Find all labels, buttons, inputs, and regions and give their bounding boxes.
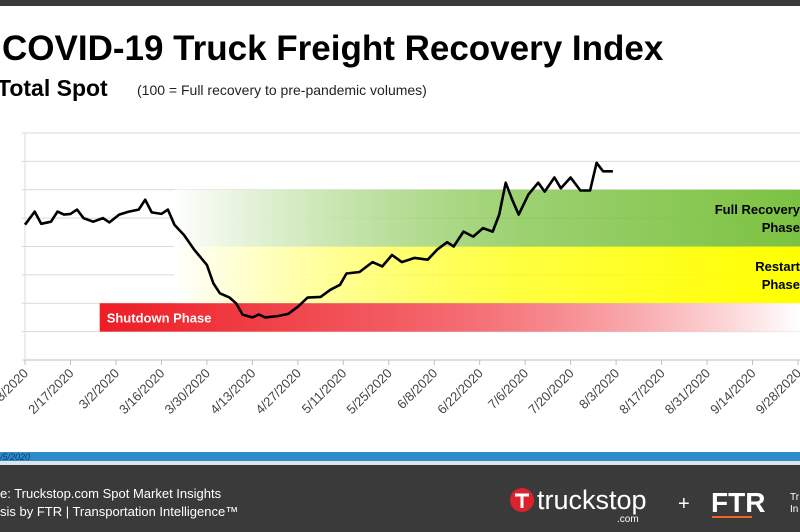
plus-sign: + xyxy=(678,493,690,515)
truckstop-icon-mark xyxy=(515,493,529,508)
band-label: Shutdown Phase xyxy=(107,310,212,325)
band-label: Restart xyxy=(755,259,800,274)
truckstop-logo: truckstop xyxy=(537,485,647,515)
phase-band xyxy=(174,246,800,304)
source-text: e: Truckstop.com Spot Market Insights xyxy=(0,486,222,501)
phase-band xyxy=(174,189,800,247)
data-line xyxy=(23,161,613,319)
x-tick-label: 7/6/2020 xyxy=(485,366,531,412)
truckstop-sub: .com xyxy=(617,514,639,525)
date-text: /5/2020 xyxy=(0,452,30,462)
x-tick-label: 2/17/2020 xyxy=(25,366,77,418)
x-tick-label: 6/8/2020 xyxy=(394,366,440,412)
chart-subtitle: Total Spot xyxy=(0,75,108,101)
top-bar xyxy=(0,0,800,6)
x-tick-label: 3/30/2020 xyxy=(161,366,213,418)
x-tick-label: 4/27/2020 xyxy=(252,366,304,418)
x-tick-label: 9/14/2020 xyxy=(707,366,759,418)
analysis-text: sis by FTR | Transportation Intelligence… xyxy=(0,504,238,519)
footer xyxy=(0,465,800,532)
x-tick-label: 5/25/2020 xyxy=(343,366,395,418)
date-strip xyxy=(0,452,800,461)
ftr-logo: FTR xyxy=(711,487,765,518)
x-tick-label: 7/20/2020 xyxy=(525,366,577,418)
chart-title: COVID-19 Truck Freight Recovery Index xyxy=(2,29,664,68)
x-tick-label: 8/3/2020 xyxy=(576,366,622,412)
x-tick-label: 3/16/2020 xyxy=(116,366,168,418)
x-tick-label: 6/22/2020 xyxy=(434,366,486,418)
date-strip-light xyxy=(0,461,800,465)
x-tick-label: 9/28/2020 xyxy=(753,366,800,418)
band-label: Phase xyxy=(762,277,800,292)
phase-band xyxy=(99,303,800,332)
chart-note: (100 = Full recovery to pre-pandemic vol… xyxy=(137,82,427,98)
band-label: Full Recovery xyxy=(715,202,800,217)
ftr-underline xyxy=(712,516,752,518)
plot: Full Recovery Phase Restart Phase Shutdown P… xyxy=(0,132,800,418)
band-label: Phase xyxy=(762,220,800,235)
x-tick-label: 4/13/2020 xyxy=(207,366,259,418)
x-tick-label: 8/17/2020 xyxy=(616,366,668,418)
ftr-side-2: In xyxy=(790,504,798,515)
x-tick-label: 5/11/2020 xyxy=(299,366,350,417)
x-tick-label: 8/31/2020 xyxy=(662,366,714,418)
x-tick-label: 3/2/2020 xyxy=(76,366,122,412)
ftr-side-1: Tr xyxy=(790,492,800,503)
